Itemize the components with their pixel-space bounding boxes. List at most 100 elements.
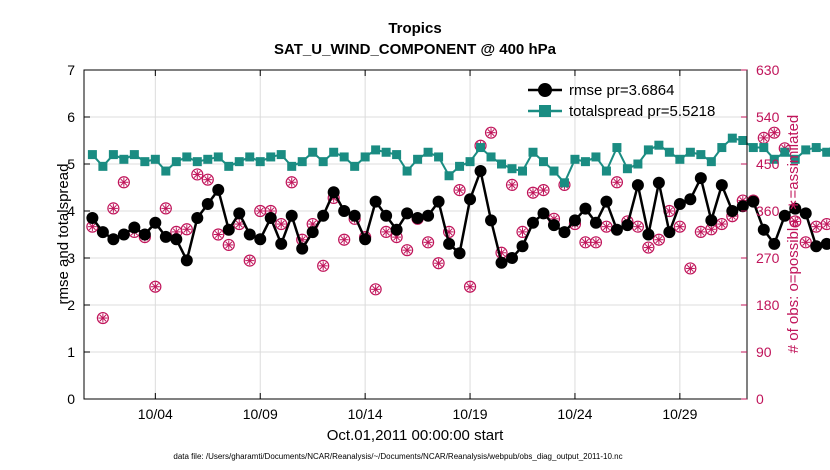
totalspread-point (664, 147, 674, 157)
rmse-point (726, 205, 739, 217)
obs-possible-point (421, 236, 435, 249)
rmse-point (453, 247, 466, 260)
obs-possible-point (589, 236, 603, 249)
rmse-point (275, 237, 288, 250)
obs-possible-point (453, 184, 466, 197)
totalspread-point (434, 152, 444, 162)
obs-possible-point (484, 126, 498, 139)
rmse-point (306, 226, 319, 239)
totalspread-point (129, 150, 139, 160)
totalspread-point (318, 157, 328, 167)
rmse-point (705, 214, 718, 227)
rmse-point (820, 237, 830, 250)
rmse-point (159, 230, 172, 243)
obs-possible-point (369, 283, 382, 296)
tick-layer: 10/04 10/09 10/14 10/19 10/24 10/29 0 1 2 3 4 5 6 7 0 9… (67, 62, 779, 422)
totalspread-point (759, 143, 769, 153)
obs-possible-point (401, 244, 414, 257)
obs-possible-point (180, 223, 193, 236)
x-axis-label: Oct.01,2011 00:00:00 start (327, 427, 504, 444)
totalspread-point (360, 152, 370, 162)
totalspread-point (538, 157, 548, 167)
totalspread-point (822, 147, 830, 157)
totalspread-point (255, 157, 265, 167)
totalspread-point (559, 178, 569, 188)
rmse-point (768, 237, 781, 250)
obs-possible-point (191, 168, 204, 181)
rmse-point (663, 226, 676, 239)
obs-assimilated-point (518, 227, 528, 237)
rmse-point (117, 228, 130, 241)
obs-assimilated-point (633, 222, 643, 232)
obs-possible-point (537, 184, 550, 197)
obs-assimilated-point (717, 219, 727, 229)
totalspread-point (224, 161, 234, 171)
rmse-point (422, 209, 435, 222)
totalspread-point (297, 157, 307, 167)
rmse-point (317, 209, 330, 222)
rmse-point (778, 209, 791, 222)
rmse-point (789, 202, 802, 215)
y2-tick-label: 540 (756, 109, 780, 125)
rmse-point (694, 172, 707, 185)
chart-subtitle: SAT_U_WIND_COMPONENT @ 400 hPa (274, 41, 557, 58)
totalspread-point (497, 159, 507, 169)
y2-tick-label: 270 (756, 250, 780, 266)
totalspread-point (203, 154, 213, 164)
obs-assimilated-point (308, 219, 318, 229)
totalspread-point (570, 154, 580, 164)
obs-assimilated-point (381, 227, 391, 237)
legend-rmse-marker (538, 83, 552, 97)
y2-tick-label: 630 (756, 62, 780, 78)
rmse-point (673, 197, 686, 210)
obs-possible-point (243, 254, 256, 267)
rmse-point (736, 200, 749, 213)
totalspread-point (287, 161, 297, 171)
rmse-point (715, 179, 728, 192)
rmse-point (411, 212, 424, 225)
obs-possible-point (768, 126, 781, 139)
obs-assimilated-point (801, 237, 811, 247)
rmse-point (810, 240, 823, 253)
totalspread-point (392, 150, 402, 160)
totalspread-point (518, 166, 528, 176)
rmse-point (107, 233, 120, 246)
totalspread-point (790, 154, 800, 164)
totalspread-point (413, 154, 423, 164)
totalspread-point (423, 147, 433, 157)
rmse-point (495, 256, 508, 269)
rmse-point (180, 254, 193, 267)
obs-assimilated-point (822, 219, 830, 229)
obs-assimilated-point (402, 245, 412, 255)
obs-assimilated-point (507, 180, 517, 190)
totalspread-point (675, 154, 685, 164)
obs-possible-point (275, 217, 288, 231)
obs-assimilated-point (465, 282, 475, 292)
rmse-point (128, 221, 141, 234)
totalspread-point (182, 152, 192, 162)
rmse-point (327, 186, 340, 199)
obs-possible-point (442, 225, 456, 238)
obs-possible-point (642, 241, 655, 254)
obs-possible-point (212, 228, 225, 241)
obs-possible-point (673, 220, 686, 233)
obs-possible-point (789, 215, 802, 228)
totalspread-point (580, 157, 590, 167)
footnote: data file: /Users/gharamti/Documents/NCA… (173, 452, 622, 461)
obs-assimilated-point (685, 263, 695, 273)
totalspread-point (811, 143, 821, 153)
obs-assimilated-point (255, 206, 265, 216)
obs-assimilated-point (434, 258, 444, 268)
y2-tick-label: 450 (756, 156, 780, 172)
totalspread-point (161, 166, 171, 176)
totalspread-point (350, 161, 360, 171)
obs-possible-point (799, 236, 812, 249)
rmse-point (264, 212, 277, 225)
obs-assimilated-point (790, 216, 800, 226)
rmse-point (443, 237, 456, 250)
rmse-point (506, 252, 519, 264)
rmse-point (485, 214, 498, 227)
obs-assimilated-point (423, 237, 433, 247)
totalspread-point (171, 157, 181, 167)
totalspread-point (308, 147, 318, 157)
